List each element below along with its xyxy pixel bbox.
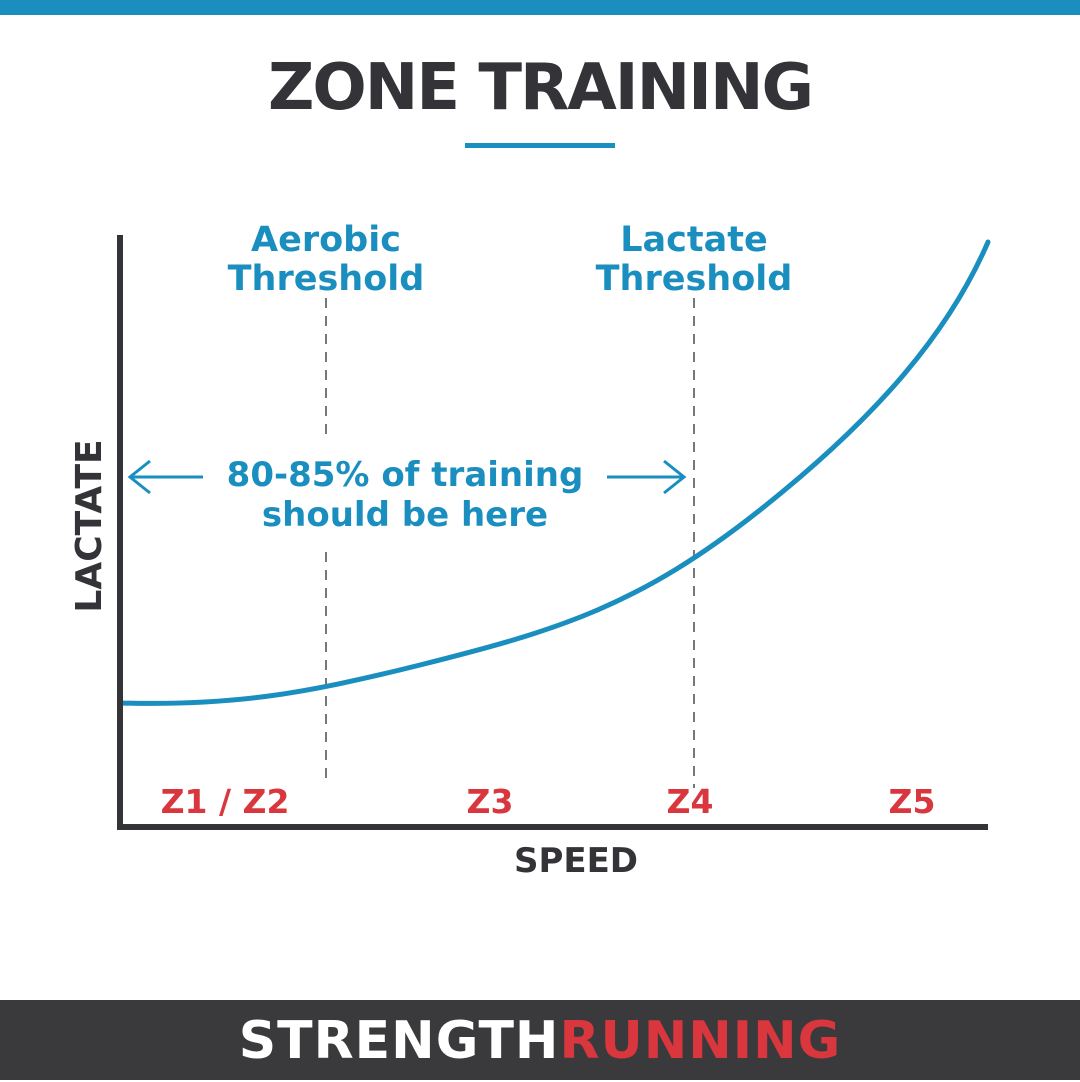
training-annotation-line1: 80-85% of training <box>227 455 584 495</box>
zone-label-z3: Z3 <box>467 782 514 821</box>
aerobic-threshold-label-line1: Aerobic <box>251 220 401 260</box>
x-axis-label: SPEED <box>514 841 638 881</box>
lactate-curve <box>117 239 991 706</box>
zone-label-z5: Z5 <box>889 782 936 821</box>
brand-logo-part1: STRENGTH <box>238 1011 560 1071</box>
lactate-threshold-label-line2: Threshold <box>596 259 793 299</box>
zone-label-z1-z2: Z1 / Z2 <box>161 782 290 821</box>
arrow-right-head <box>663 459 687 495</box>
brand-logo: STRENGTHRUNNING <box>0 1000 1080 1080</box>
arrow-left-head <box>127 459 151 495</box>
brand-logo-part2: RUNNING <box>559 1011 842 1071</box>
y-axis-label: LACTATE <box>69 439 110 612</box>
page-title: ZONE TRAINING <box>267 51 814 125</box>
training-annotation-line2: should be here <box>262 495 548 535</box>
lactate-threshold-label-line1: Lactate <box>620 220 768 260</box>
lactate-curve-diagram: LACTATE SPEED Aerobic Threshold Lactate … <box>69 220 991 881</box>
zone-label-z4: Z4 <box>667 782 714 821</box>
top-accent-bar <box>0 0 1080 15</box>
footer-bar: STRENGTHRUNNING <box>0 1000 1080 1080</box>
title-underline <box>465 143 615 148</box>
aerobic-threshold-label-line2: Threshold <box>228 259 425 299</box>
training-range-arrow <box>127 459 687 495</box>
